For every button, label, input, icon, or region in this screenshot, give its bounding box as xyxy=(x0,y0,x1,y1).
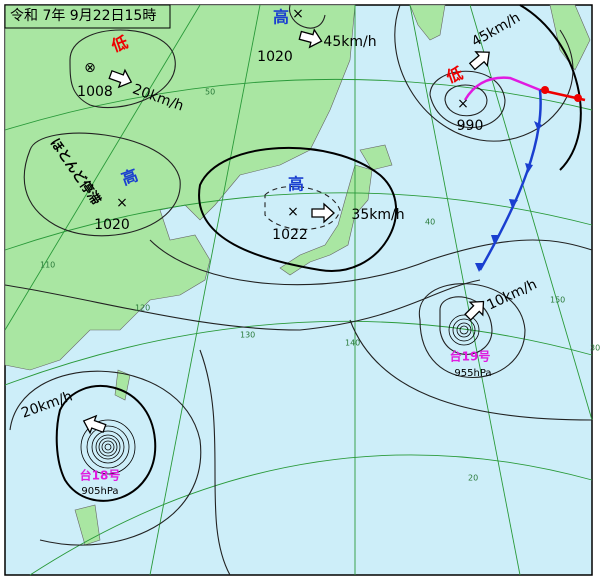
pressure-label: 905hPa xyxy=(81,486,118,497)
pressure-label: 1022 xyxy=(272,227,308,243)
latitude-label: 30 xyxy=(590,344,600,353)
motion-arrow xyxy=(298,28,323,49)
longitude-label: 140 xyxy=(345,339,360,348)
latitude-label: 50 xyxy=(205,88,215,97)
longitude-label: 120 xyxy=(135,304,150,313)
system-kind: 低 xyxy=(108,32,130,56)
system-kind: 高 xyxy=(119,165,141,188)
center-mark: × xyxy=(457,96,469,112)
motion-label: 35km/h xyxy=(351,207,404,223)
motion-arrow xyxy=(82,414,107,435)
typhoon-rings xyxy=(80,314,480,475)
latitude-label: 40 xyxy=(425,218,435,227)
lat-lon-grid xyxy=(4,4,593,576)
pressure-label: 1020 xyxy=(94,217,130,233)
center-mark: ⊗ xyxy=(84,60,96,76)
pressure-label: 1020 xyxy=(257,49,293,65)
map-title: 令和 7年 9月22日15時 xyxy=(10,8,156,24)
longitude-label: 110 xyxy=(40,261,55,270)
latitude-label: 20 xyxy=(468,474,478,483)
fronts xyxy=(463,76,586,272)
pressure-label: 1008 xyxy=(77,84,113,100)
pressure-label: 955hPa xyxy=(454,368,491,379)
motion-arrow xyxy=(464,300,485,321)
pressure-label: 990 xyxy=(457,118,484,134)
center-mark: × xyxy=(116,195,128,211)
motion-arrow xyxy=(108,68,133,89)
center-mark: × xyxy=(292,6,304,22)
motion-label: 45km/h xyxy=(323,34,376,50)
motion-arrow xyxy=(468,51,490,71)
system-kind: 台19号 xyxy=(450,349,491,364)
isobars xyxy=(4,4,593,576)
system-kind: 台18号 xyxy=(80,468,121,483)
system-kind: 高 xyxy=(288,175,304,194)
center-mark: × xyxy=(287,204,299,220)
title-box xyxy=(4,4,171,29)
longitude-label: 130 xyxy=(240,331,255,340)
system-kind: 低 xyxy=(443,63,465,87)
motion-arrow xyxy=(311,202,335,224)
system-kind: 高 xyxy=(273,8,289,27)
longitude-label: 150 xyxy=(550,296,565,305)
